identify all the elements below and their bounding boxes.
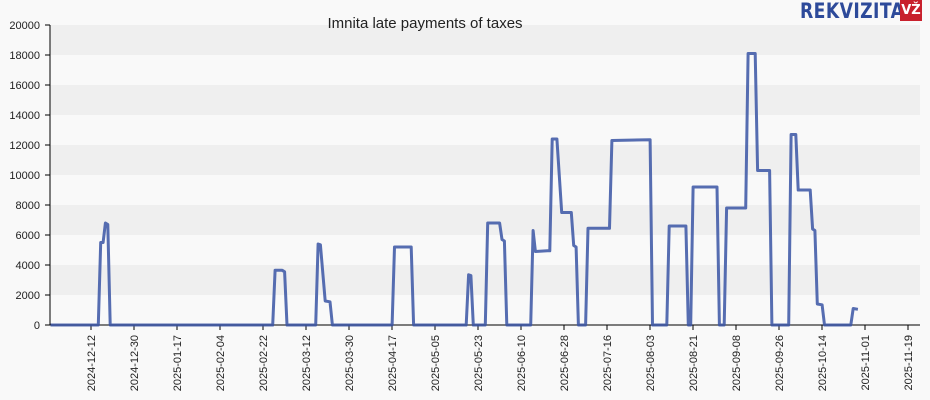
brand-logo[interactable]: REKVIZITAI VŽ bbox=[800, 0, 922, 23]
grid-band bbox=[50, 205, 920, 235]
x-tick-label: 2025-05-05 bbox=[430, 335, 442, 391]
x-tick-label: 2025-09-26 bbox=[774, 335, 786, 391]
grid-band bbox=[50, 145, 920, 175]
logo-text: REKVIZITAI bbox=[800, 0, 912, 23]
grid-bands bbox=[50, 25, 920, 325]
y-tick-label: 12000 bbox=[9, 140, 40, 152]
y-tick-label: 20000 bbox=[9, 20, 40, 32]
x-tick-label: 2025-02-22 bbox=[258, 335, 270, 391]
y-tick-label: 8000 bbox=[16, 200, 40, 212]
x-tick-label: 2024-12-30 bbox=[129, 335, 141, 391]
x-tick-label: 2025-01-17 bbox=[172, 335, 184, 391]
grid-band bbox=[50, 235, 920, 265]
y-tick-label: 16000 bbox=[9, 80, 40, 92]
y-tick-label: 4000 bbox=[16, 260, 40, 272]
chart-title: Imnita late payments of taxes bbox=[327, 15, 523, 32]
grid-band bbox=[50, 175, 920, 205]
y-tick-label: 18000 bbox=[9, 50, 40, 62]
grid-band bbox=[50, 115, 920, 145]
x-tick-label: 2025-05-23 bbox=[473, 335, 485, 391]
x-tick-label: 2025-07-16 bbox=[602, 335, 614, 391]
x-tick-label: 2025-06-10 bbox=[516, 335, 528, 391]
data-line bbox=[50, 52, 859, 327]
x-axis: 2024-12-12 2024-12-30 2025-01-17 2025-02-04… bbox=[50, 324, 920, 391]
y-tick-label: 0 bbox=[34, 320, 40, 332]
x-tick-label: 2025-10-14 bbox=[817, 335, 829, 391]
x-tick-label: 2025-03-12 bbox=[301, 335, 313, 391]
grid-band bbox=[50, 55, 920, 85]
y-tick-label: 10000 bbox=[9, 170, 40, 182]
x-tick-label: 2025-11-19 bbox=[903, 335, 915, 390]
x-tick-label: 2025-04-17 bbox=[387, 335, 399, 391]
y-tick-label: 14000 bbox=[9, 110, 40, 122]
y-axis: 0 2000 4000 6000 8000 10000 12000 14000 16000 180… bbox=[9, 20, 51, 332]
grid-band bbox=[50, 25, 920, 55]
grid-band bbox=[50, 85, 920, 115]
y-tick-label: 6000 bbox=[16, 230, 40, 242]
y-tick-label: 2000 bbox=[16, 290, 40, 302]
x-tick-label: 2025-08-21 bbox=[688, 335, 700, 391]
x-tick-label: 2025-03-30 bbox=[344, 335, 356, 391]
x-tick-label: 2024-12-12 bbox=[86, 335, 98, 391]
x-tick-label: 2025-09-08 bbox=[731, 335, 743, 391]
logo-badge-icon: VŽ bbox=[900, 0, 922, 21]
x-tick-label: 2025-02-04 bbox=[215, 335, 227, 391]
x-tick-label: 2025-06-28 bbox=[559, 335, 571, 391]
x-tick-label: 2025-08-03 bbox=[645, 335, 657, 391]
x-tick-label: 2025-11-01 bbox=[860, 335, 872, 390]
